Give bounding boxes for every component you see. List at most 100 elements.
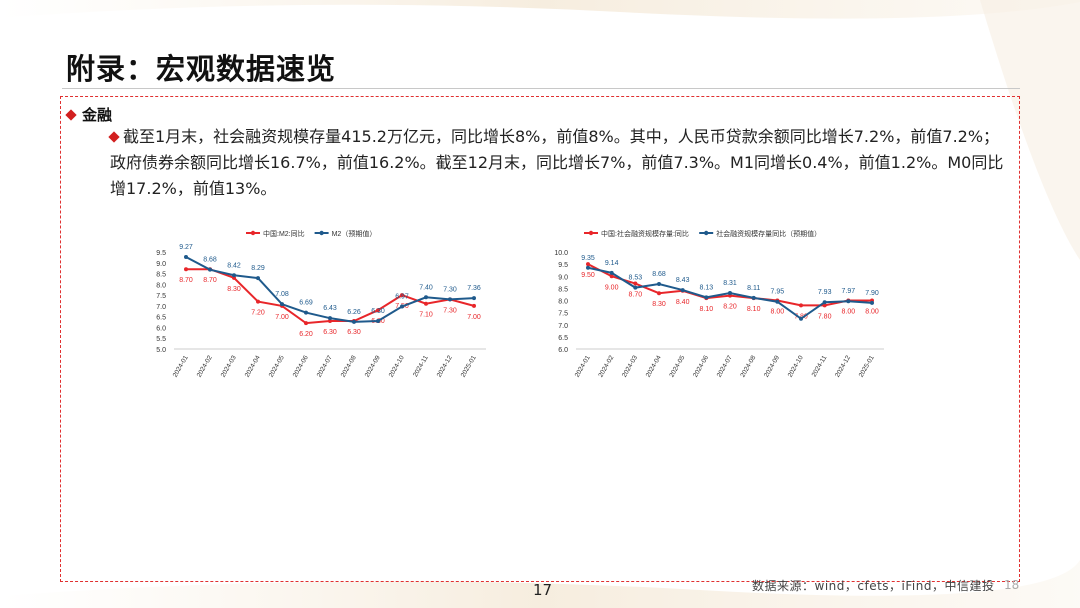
x-tick-label: 2024-10	[787, 354, 805, 378]
x-tick-label: 2024-04	[244, 354, 262, 378]
y-tick-label: 9.0	[156, 261, 166, 268]
data-label: 7.00	[275, 314, 289, 321]
x-tick-label: 2024-11	[811, 354, 829, 378]
data-point	[728, 290, 732, 295]
data-label: 8.70	[629, 292, 643, 299]
tsf-chart-svg: 6.0 6.5 7.0 7.5 8.0 8.5 9.0 9.5 10.0 2024-01 2024-…	[554, 229, 884, 379]
y-tick-label: 5.5	[156, 336, 166, 343]
section-title: 金融	[82, 106, 113, 124]
y-tick-label: 7.0	[156, 304, 166, 311]
data-label: 6.20	[299, 331, 313, 338]
data-point	[822, 303, 827, 308]
x-tick-label: 2024-05	[668, 354, 686, 378]
data-label: 9.35	[581, 255, 595, 262]
x-tick-label: 2024-07	[316, 354, 334, 378]
y-tick-label: 6.0	[156, 325, 166, 332]
data-label: 8.30	[227, 286, 241, 293]
y-tick-label: 6.5	[558, 335, 568, 342]
data-point	[799, 303, 803, 308]
data-point	[680, 288, 685, 293]
data-label: 8.00	[842, 309, 856, 316]
x-tick-label: 2025-01	[460, 354, 478, 378]
data-point	[448, 297, 452, 302]
x-tick-label: 2024-10	[388, 354, 406, 378]
data-point	[256, 299, 260, 304]
legend-label: 社会融资规模存量同比（预期值）	[716, 229, 821, 238]
data-point	[822, 300, 827, 305]
data-label: 7.30	[443, 307, 457, 314]
summary-paragraph: 截至1月末，社会融资规模存量415.2万亿元，同比增长8%，前值8%。其中，人民…	[108, 124, 1015, 202]
data-label: 7.90	[865, 290, 879, 297]
x-tick-label: 2024-01	[172, 354, 190, 378]
data-point	[633, 285, 638, 290]
y-tick-label: 9.5	[558, 262, 568, 269]
page-number-faint: 18	[1004, 578, 1020, 592]
data-point	[352, 319, 356, 324]
data-point	[256, 276, 260, 281]
x-tick-label: 2024-03	[220, 354, 238, 378]
legend-label: 中国:M2:同比	[263, 229, 305, 238]
y-tick-label: 8.0	[558, 299, 568, 306]
data-label: 9.27	[179, 244, 193, 251]
data-point	[751, 295, 756, 300]
data-point	[609, 270, 614, 275]
legend-marker	[588, 230, 594, 236]
data-label: 7.08	[275, 291, 289, 298]
page-title: 附录：宏观数据速览	[66, 52, 337, 86]
data-point	[657, 282, 661, 287]
data-label: 7.20	[251, 310, 265, 317]
data-point	[304, 310, 308, 315]
data-point	[586, 265, 590, 270]
x-tick-label: 2024-08	[340, 354, 358, 378]
data-label: 9.14	[605, 260, 619, 267]
data-point	[424, 301, 428, 306]
data-label: 8.68	[203, 257, 217, 264]
data-point	[280, 302, 284, 307]
data-label: 6.97	[395, 294, 409, 301]
data-label: 8.00	[771, 309, 785, 316]
y-tick-label: 9.0	[558, 274, 568, 281]
data-label: 7.97	[842, 288, 856, 295]
data-label: 8.42	[227, 262, 241, 269]
data-point	[472, 296, 476, 301]
data-point	[376, 308, 380, 313]
x-tick-label: 2024-12	[436, 354, 454, 378]
data-label: 8.70	[179, 277, 193, 284]
data-label: 8.13	[700, 284, 714, 291]
data-label: 9.00	[605, 284, 619, 291]
data-label: 7.00	[467, 314, 481, 321]
legend-label: 中国:社会融资规模存量:同比	[601, 229, 689, 238]
y-tick-label: 10.0	[554, 250, 568, 257]
x-tick-label: 2024-04	[645, 354, 663, 378]
data-label: 7.30	[443, 286, 457, 293]
y-tick-label: 6.5	[156, 315, 166, 322]
y-tick-label: 6.0	[558, 347, 568, 354]
legend-label: M2（预期值）	[332, 229, 377, 238]
data-label: 8.10	[700, 306, 714, 313]
data-point	[472, 303, 476, 308]
data-label: 8.11	[747, 285, 760, 292]
y-tick-label: 7.5	[156, 293, 166, 300]
data-label: 7.93	[818, 289, 832, 296]
diamond-bullet-icon	[65, 109, 77, 121]
content-frame	[60, 96, 1020, 582]
y-tick-label: 7.0	[558, 323, 568, 330]
data-label: 6.30	[347, 329, 361, 336]
data-point	[846, 299, 851, 304]
data-label: 8.68	[652, 271, 666, 278]
x-tick-label: 2024-09	[763, 354, 781, 378]
data-label: 8.00	[865, 309, 879, 316]
data-label: 8.53	[629, 275, 643, 282]
data-point	[304, 321, 308, 326]
data-point	[775, 299, 780, 304]
data-label: 8.30	[652, 301, 666, 308]
data-label: 8.10	[747, 306, 761, 313]
data-point	[184, 267, 188, 272]
y-tick-label: 8.5	[558, 286, 568, 293]
data-point	[704, 295, 709, 300]
page-number: 17	[533, 581, 553, 599]
data-label: 8.29	[251, 265, 265, 272]
x-tick-label: 2024-01	[574, 354, 592, 378]
data-point	[424, 295, 428, 300]
data-point	[609, 274, 614, 279]
